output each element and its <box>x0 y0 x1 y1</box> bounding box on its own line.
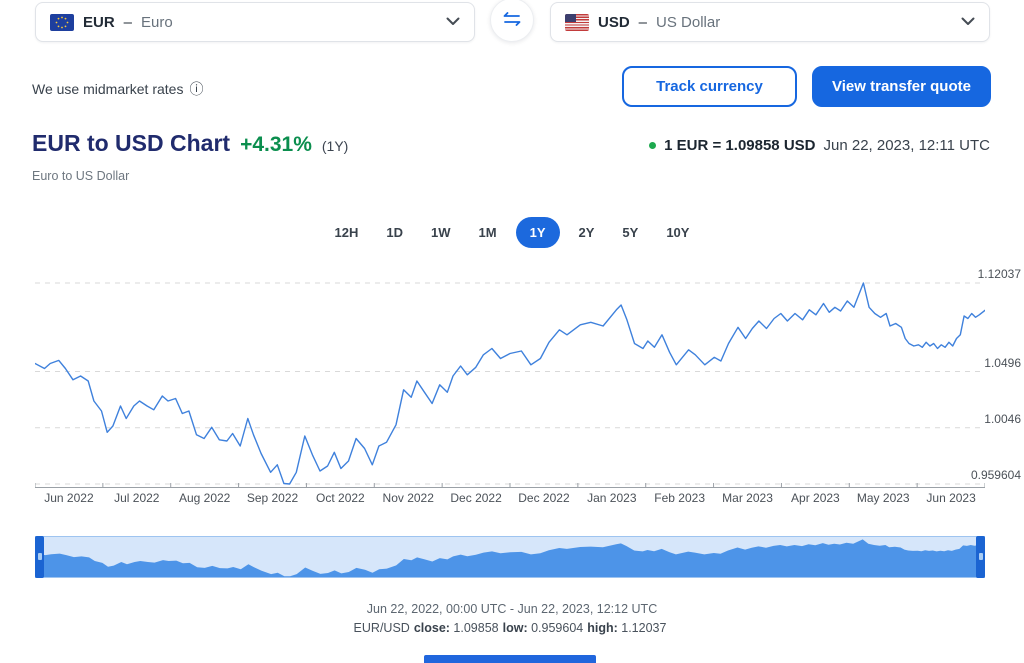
x-axis-labels: Jun 2022Jul 2022Aug 2022Sep 2022Oct 2022… <box>35 491 985 505</box>
range-brush[interactable] <box>35 536 985 578</box>
swap-currencies-button[interactable] <box>490 0 534 42</box>
y-axis-tick-label: 1.12037 <box>978 267 1021 281</box>
to-currency-select[interactable]: USD – US Dollar <box>550 2 990 42</box>
pair-label: EUR/USD <box>354 621 410 635</box>
tab-2y[interactable]: 2Y <box>570 217 604 248</box>
rate-timestamp: Jun 22, 2023, 12:11 UTC <box>824 137 991 154</box>
from-currency-code: EUR <box>83 14 115 31</box>
to-currency-name: US Dollar <box>656 14 720 31</box>
period-tabs: 12H 1D 1W 1M 1Y 2Y 5Y 10Y <box>0 217 1024 248</box>
stat-label: close: <box>414 621 450 635</box>
currency-chart-page: EUR – Euro USD – US Dollar We use midmar… <box>0 0 1024 663</box>
x-axis-tick-label: May 2023 <box>849 491 917 505</box>
x-axis-tick-label: Mar 2023 <box>714 491 782 505</box>
eu-flag-icon <box>50 14 74 31</box>
x-axis-tick-label: Sep 2022 <box>239 491 307 505</box>
x-axis-tick-label: Jul 2022 <box>103 491 171 505</box>
brush-grip <box>38 553 42 560</box>
to-currency-separator: – <box>639 14 647 31</box>
y-axis-tick-label: 0.959604 <box>971 468 1021 482</box>
to-currency-code: USD <box>598 14 630 31</box>
x-axis-tick-label: Feb 2023 <box>646 491 714 505</box>
bottom-partial-element[interactable] <box>424 655 596 663</box>
x-axis-tick-label: Apr 2023 <box>781 491 849 505</box>
brush-handle-right[interactable] <box>976 536 985 578</box>
swap-arrows-icon <box>502 11 522 30</box>
from-currency-select[interactable]: EUR – Euro <box>35 2 475 42</box>
view-transfer-quote-button[interactable]: View transfer quote <box>812 66 991 107</box>
us-flag-icon <box>565 14 589 31</box>
current-rate: 1 EUR = 1.09858 USD <box>664 137 815 154</box>
from-currency-separator: – <box>124 14 132 31</box>
x-axis-tick-label: Jun 2022 <box>35 491 103 505</box>
info-icon[interactable]: ⓘ <box>189 79 203 99</box>
x-axis-tick-label: Nov 2022 <box>374 491 442 505</box>
chart-title-row: EUR to USD Chart +4.31% (1Y) <box>32 130 348 157</box>
page-title: EUR to USD Chart <box>32 130 230 157</box>
tab-12h[interactable]: 12H <box>326 217 368 248</box>
chevron-down-icon <box>446 13 460 31</box>
date-range-text: Jun 22, 2022, 00:00 UTC - Jun 22, 2023, … <box>0 602 1024 616</box>
chevron-down-icon <box>961 13 975 31</box>
brush-grip <box>979 553 983 560</box>
tab-1y[interactable]: 1Y <box>516 217 560 248</box>
x-axis-tick-label: Dec 2022 <box>442 491 510 505</box>
from-currency-name: Euro <box>141 14 173 31</box>
x-axis-tick-label: Jan 2023 <box>578 491 646 505</box>
rate-line-chart[interactable] <box>35 270 985 488</box>
y-axis-tick-label: 1.0046 <box>984 412 1021 426</box>
y-axis-tick-label: 1.0496 <box>984 356 1021 370</box>
tab-1w[interactable]: 1W <box>422 217 460 248</box>
stat-label: high: <box>587 621 618 635</box>
live-rate-dot <box>649 142 656 149</box>
midmarket-text: We use midmarket rates <box>32 81 183 97</box>
stat-value: 0.959604 <box>528 621 584 635</box>
percent-change: +4.31% <box>240 133 312 157</box>
x-axis-tick-label: Dec 2022 <box>510 491 578 505</box>
tab-10y[interactable]: 10Y <box>657 217 698 248</box>
change-period: (1Y) <box>322 138 348 154</box>
x-axis-tick-label: Oct 2022 <box>306 491 374 505</box>
stat-label: low: <box>503 621 528 635</box>
chart-subtitle: Euro to US Dollar <box>32 169 129 183</box>
tab-1m[interactable]: 1M <box>470 217 506 248</box>
x-axis-tick-label: Aug 2022 <box>171 491 239 505</box>
tab-1d[interactable]: 1D <box>377 217 412 248</box>
track-currency-button[interactable]: Track currency <box>622 66 797 107</box>
stat-value: 1.12037 <box>618 621 667 635</box>
brush-handle-left[interactable] <box>35 536 44 578</box>
live-rate-info: 1 EUR = 1.09858 USD Jun 22, 2023, 12:11 … <box>649 137 990 154</box>
tab-5y[interactable]: 5Y <box>613 217 647 248</box>
x-axis-tick-label: Jun 2023 <box>917 491 985 505</box>
midmarket-rates-note: We use midmarket rates ⓘ <box>32 79 203 99</box>
stat-value: 1.09858 <box>450 621 499 635</box>
ohlc-stats-line: EUR/USDclose: 1.09858low: 0.959604high: … <box>0 621 1024 635</box>
